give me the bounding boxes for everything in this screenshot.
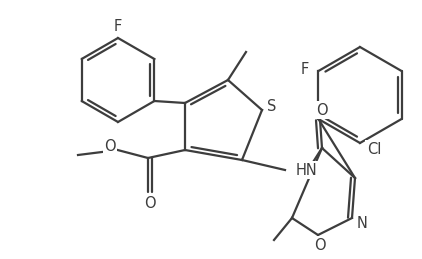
Text: O: O [144,196,156,211]
Text: O: O [314,238,326,253]
Text: O: O [104,139,116,154]
Text: Cl: Cl [367,141,381,156]
Text: S: S [267,98,277,113]
Text: F: F [300,61,308,76]
Text: HN: HN [296,162,318,177]
Text: N: N [357,217,368,232]
Text: O: O [316,103,328,118]
Text: F: F [114,18,122,33]
